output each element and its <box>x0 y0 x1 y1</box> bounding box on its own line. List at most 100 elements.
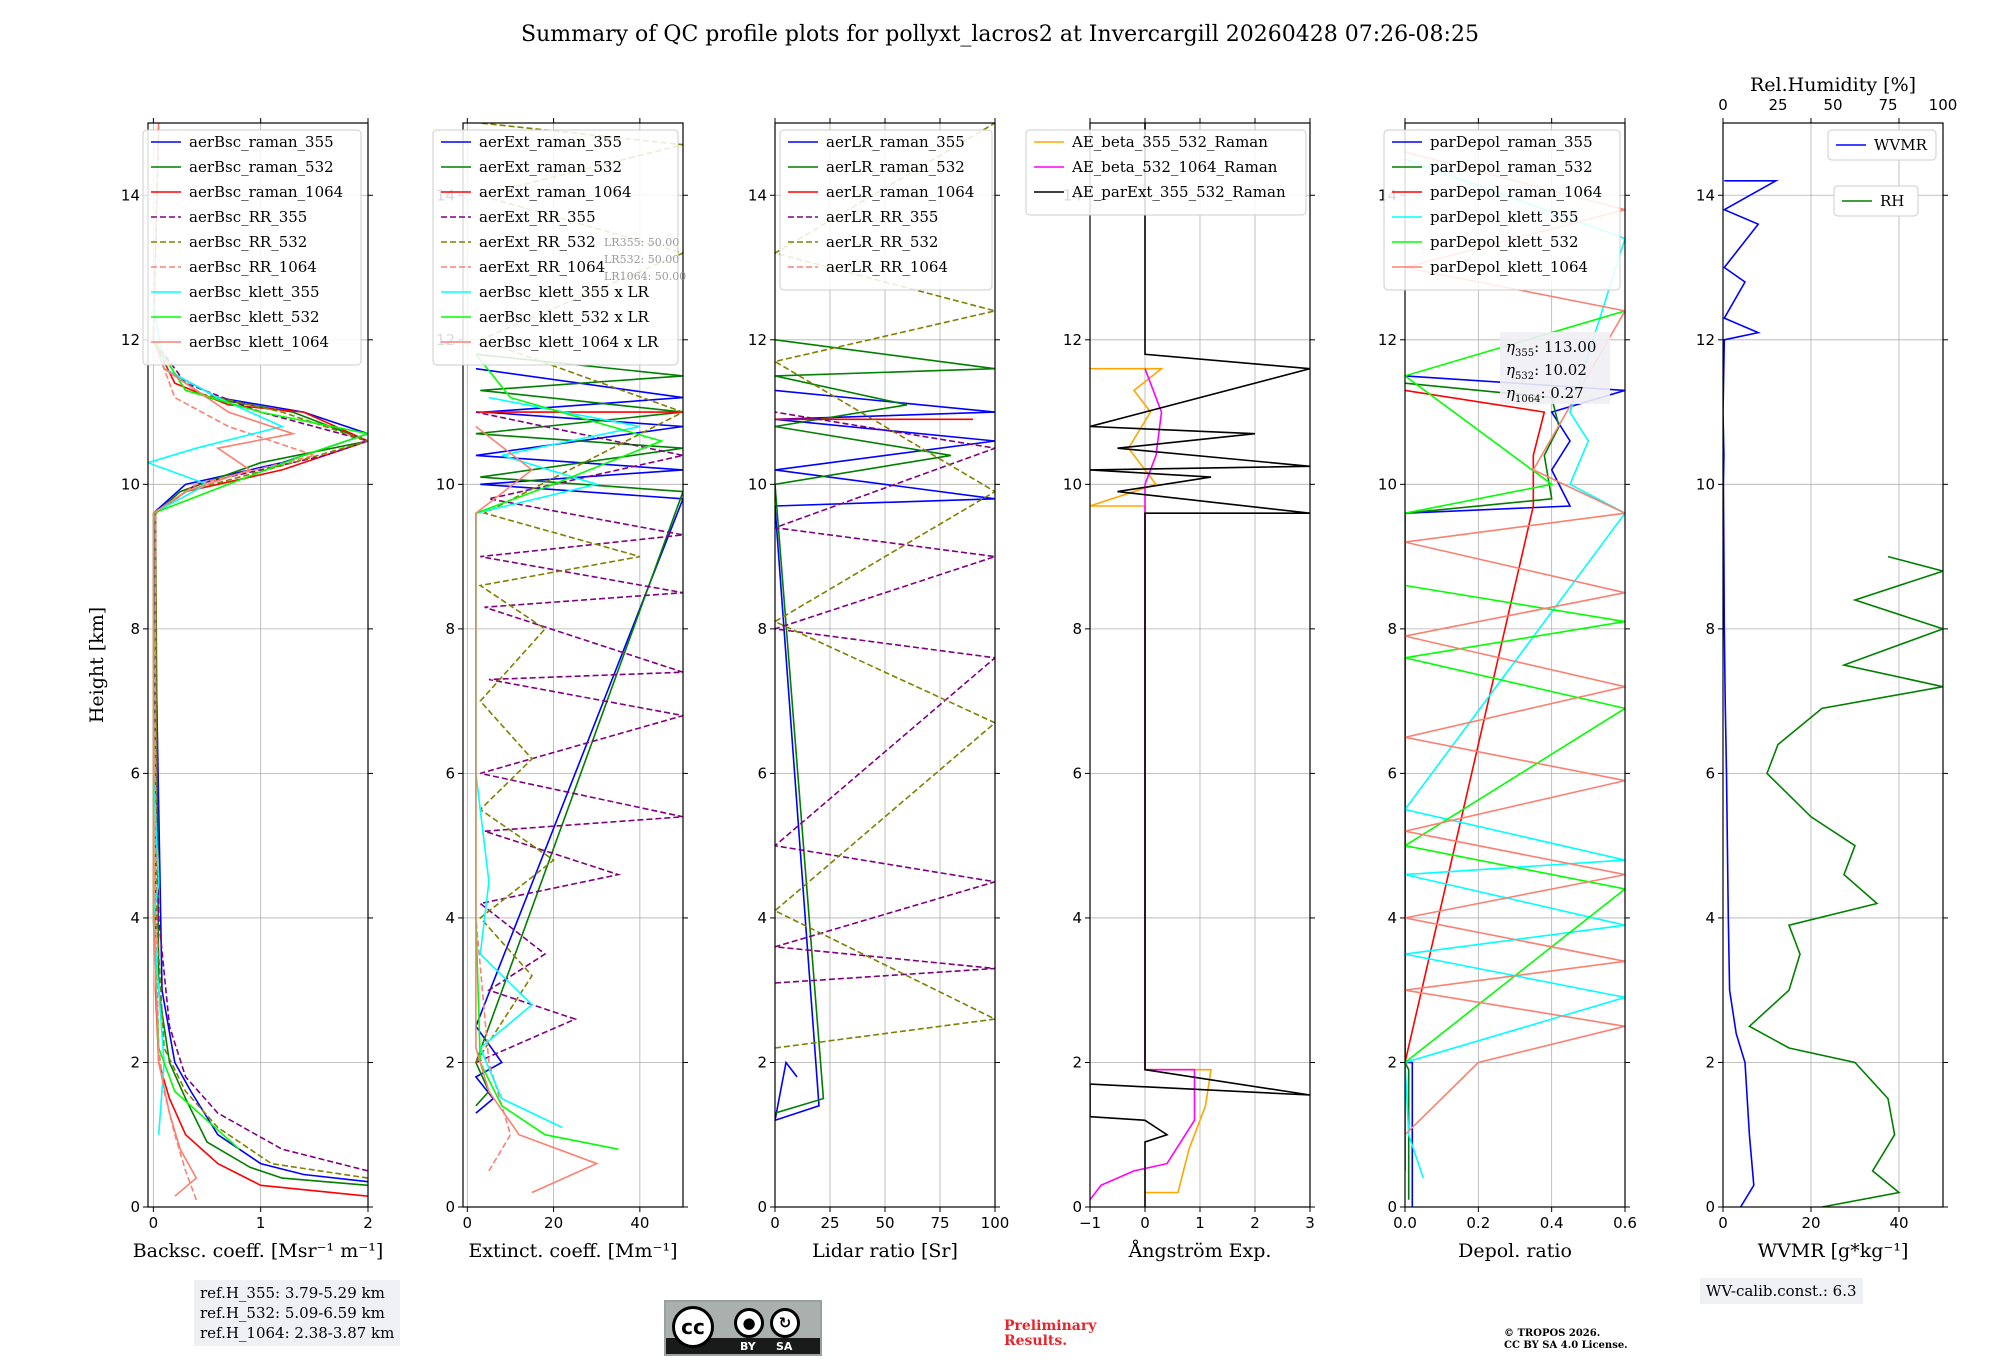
y-tick-label: 8 <box>130 620 140 638</box>
lr-hint-line: LR532: 50.00 <box>604 253 679 266</box>
ref-height-355: ref.H_355: 3.79-5.29 km <box>200 1284 385 1302</box>
y-axis-label: Height [km] <box>86 607 108 723</box>
y-tick-label: 4 <box>445 909 455 927</box>
x-axis-label: Depol. ratio <box>1458 1240 1572 1262</box>
y-tick-label: 6 <box>757 764 767 782</box>
y-tick-label: 0 <box>757 1198 767 1216</box>
x-tick-label: 50 <box>875 1214 894 1232</box>
y-tick-label: 0 <box>1387 1198 1397 1216</box>
x-tick-label: 40 <box>1889 1214 1908 1232</box>
legend-depol: parDepol_raman_355 parDepol_raman_532 parD… <box>1383 129 1621 291</box>
ref-height-1064: ref.H_1064: 2.38-3.87 km <box>200 1324 395 1342</box>
legend-label: aerExt_raman_355 <box>479 133 622 151</box>
legend-label: aerBsc_klett_355 <box>189 283 320 301</box>
y-tick-label: 4 <box>130 909 140 927</box>
legend-label: aerExt_RR_1064 <box>479 258 605 276</box>
legend-label: aerExt_raman_1064 <box>479 183 632 201</box>
x-axis-label: Ångström Exp. <box>1128 1240 1272 1262</box>
copyright-line-1: © TROPOS 2026. <box>1504 1328 1601 1339</box>
x-tick-label: 0.0 <box>1393 1214 1417 1232</box>
x2-axis-label: Rel.Humidity [%] <box>1750 74 1916 96</box>
series-line-AE-beta-532-1064-Raman <box>1090 368 1196 1201</box>
y-tick-label: 2 <box>445 1053 455 1071</box>
x-tick-label: 3 <box>1305 1214 1315 1232</box>
legend-box <box>1833 185 1919 217</box>
legend-label: AE_parExt_355_532_Raman <box>1071 183 1286 201</box>
eta-symbol: η <box>1506 384 1515 402</box>
legend-label: RH <box>1880 192 1904 210</box>
cc-license-badge[interactable]: cc ● ↻ BY SA <box>664 1300 822 1356</box>
x-axis-label: Backsc. coeff. [Msr⁻¹ m⁻¹] <box>133 1240 384 1262</box>
x-tick-label: 20 <box>544 1214 563 1232</box>
panel-extinction: 0246810121402040Extinct. coeff. [Mm⁻¹] <box>436 118 688 1262</box>
y-tick-label: 2 <box>130 1053 140 1071</box>
eta-line: η532: 10.02 <box>1506 361 1587 382</box>
legend-label: aerLR_raman_532 <box>826 158 965 176</box>
y-tick-label: 8 <box>757 620 767 638</box>
y-tick-label: 0 <box>445 1198 455 1216</box>
x-tick-label: 1 <box>1195 1214 1205 1232</box>
x-tick-label: 25 <box>820 1214 839 1232</box>
x-tick-label: 2 <box>1250 1214 1260 1232</box>
series-group <box>1723 180 1943 1207</box>
x-tick-label: 0 <box>1140 1214 1150 1232</box>
x-tick-label: 0.6 <box>1613 1214 1637 1232</box>
series-line-aerExt-RR-1064 <box>475 917 512 1172</box>
legend-wvmr: WVMR <box>1827 129 1937 161</box>
y-tick-label: 2 <box>757 1053 767 1071</box>
x-axis-label: Lidar ratio [Sr] <box>812 1240 958 1262</box>
eta-subscript: 355 <box>1515 348 1534 359</box>
x-tick-label: 20 <box>1801 1214 1820 1232</box>
legend-label: aerLR_RR_1064 <box>826 258 948 276</box>
x-tick-label: 2 <box>363 1214 373 1232</box>
lr-hint: LR355: 50.00 LR532: 50.00 LR1064: 50.00 <box>604 236 686 283</box>
series-line-aerBsc-RR-1064 <box>152 123 318 1201</box>
y-tick-label: 2 <box>1387 1053 1397 1071</box>
y-tick-label: 2 <box>1072 1053 1082 1071</box>
series-line-aerBsc-klett-1064-x-LR <box>475 425 599 1194</box>
panel-lidar_ratio: 0 2 4 6 8 10 12 14 0 25 50 75 100 Lidar ratio [Sr] <box>748 118 1009 1262</box>
x-tick-label: 75 <box>930 1214 949 1232</box>
eta-value: : 113.00 <box>1534 338 1596 356</box>
series-line-parDepol-klett-1064 <box>1405 151 1625 1136</box>
legend-label: aerBsc_klett_1064 <box>189 333 329 351</box>
y-tick-label: 10 <box>1063 475 1082 493</box>
series-line-AE-beta-355-532-Raman <box>1090 367 1212 1194</box>
legend-label: aerBsc_raman_1064 <box>189 183 343 201</box>
y-tick-label: 10 <box>1696 475 1715 493</box>
legend-box <box>142 129 362 366</box>
series-line-parDepol-klett-532 <box>1405 310 1625 1171</box>
ref-height-532: ref.H_532: 5.09-6.59 km <box>200 1304 385 1322</box>
eta-subscript: 1064 <box>1515 394 1540 405</box>
series-line-WVMR <box>1723 180 1779 1207</box>
x-tick-label: 0 <box>770 1214 780 1232</box>
y-tick-label: 6 <box>1705 764 1715 782</box>
legend-box <box>1383 129 1621 291</box>
y-tick-label: 14 <box>1696 186 1715 204</box>
legend-label: aerBsc_klett_532 x LR <box>479 308 650 326</box>
y-tick-label: 6 <box>445 764 455 782</box>
legend-label: aerBsc_RR_1064 <box>189 258 317 276</box>
legend-label: aerBsc_klett_355 x LR <box>479 283 650 301</box>
lr-hint-line: LR355: 50.00 <box>604 236 679 249</box>
y-tick-label: 14 <box>748 186 767 204</box>
x-tick-label: 0.4 <box>1540 1214 1564 1232</box>
lr-hint-line: LR1064: 50.00 <box>604 270 686 283</box>
copyright-line-2: CC BY SA 4.0 License. <box>1504 1340 1628 1351</box>
x-tick-label: 100 <box>981 1214 1010 1232</box>
y-tick-label: 12 <box>1378 331 1397 349</box>
legend-label: aerLR_raman_1064 <box>826 183 974 201</box>
x-tick-label: 0 <box>1718 1214 1728 1232</box>
legend-label: aerExt_RR_532 <box>479 233 596 251</box>
x-tick-label: 0.2 <box>1466 1214 1490 1232</box>
reference-heights-box: ref.H_355: 3.79-5.29 km ref.H_532: 5.09-… <box>194 1280 401 1346</box>
x-axis-label: WVMR [g*kg⁻¹] <box>1758 1240 1909 1262</box>
legend-label: parDepol_klett_532 <box>1430 233 1579 251</box>
series-line-parDepol-raman-355 <box>1405 375 1625 1207</box>
cc-sa-label: SA <box>776 1340 793 1353</box>
preliminary-line-2: Results. <box>1004 1333 1068 1349</box>
legend-label: aerLR_RR_532 <box>826 233 938 251</box>
legend-label: parDepol_klett_1064 <box>1430 258 1588 276</box>
series-line-aerExt-raman-355 <box>474 367 683 1114</box>
